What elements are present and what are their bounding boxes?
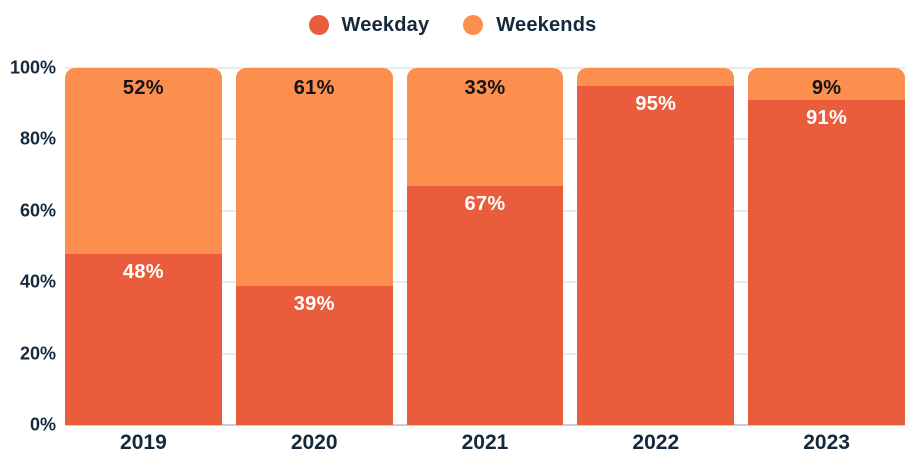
legend-item-weekday[interactable]: Weekday <box>308 13 430 37</box>
legend-item-weekends[interactable]: Weekends <box>463 14 596 37</box>
segment-value-label: 52% <box>122 77 164 99</box>
gridline-0 <box>65 424 905 426</box>
segment-weekday-2019[interactable]: 48% <box>65 253 222 425</box>
segment-value-label: 33% <box>464 77 506 99</box>
bar-2022[interactable]: 95% <box>577 68 735 425</box>
bar-2021[interactable]: 33% 67% <box>406 68 564 425</box>
segment-value-label: 67% <box>464 192 506 215</box>
segment-weekends-2019[interactable]: 52% <box>65 68 222 254</box>
segment-weekends-2023[interactable]: 9% <box>748 68 905 101</box>
x-axis-label-2023: 2023 <box>803 431 850 454</box>
legend: Weekday Weekends <box>0 10 905 40</box>
y-axis-tick-label: 60% <box>19 200 56 221</box>
segment-weekends-2021[interactable]: 33% <box>406 68 564 186</box>
segment-value-label: 95% <box>635 92 677 115</box>
plot-area: 52% 48% 61% 39% 33% 67% 95% 9% 91% <box>65 67 905 426</box>
y-axis-tick-label: 100% <box>9 57 56 78</box>
x-axis-label-2019: 2019 <box>120 431 167 454</box>
x-axis-label-2021: 2021 <box>461 431 509 454</box>
bar-2020[interactable]: 61% 39% <box>235 68 393 425</box>
bar-2023[interactable]: 9% 91% <box>748 68 905 425</box>
segment-weekday-2023[interactable]: 91% <box>748 100 905 425</box>
y-axis-tick-label: 20% <box>19 343 56 364</box>
x-axis-label-2020: 2020 <box>290 431 338 454</box>
segment-value-label: 91% <box>806 107 848 130</box>
legend-dot-weekends-icon <box>463 15 484 35</box>
y-axis-tick-label: 0% <box>29 414 56 435</box>
legend-dot-weekday-icon <box>308 15 329 35</box>
bars: 52% 48% 61% 39% 33% 67% 95% 9% 91% <box>65 68 905 425</box>
segment-value-label: 9% <box>811 77 842 99</box>
segment-value-label: 39% <box>293 292 335 315</box>
y-axis-tick-label: 80% <box>19 128 56 149</box>
segment-weekday-2022[interactable]: 95% <box>577 85 735 425</box>
segment-weekday-2020[interactable]: 39% <box>235 285 393 425</box>
segment-value-label: 48% <box>122 260 164 283</box>
y-axis: 0% 20% 40% 60% 80% 100% <box>0 58 56 435</box>
legend-label-weekday: Weekday <box>341 13 430 36</box>
y-axis-tick-label: 40% <box>19 271 56 292</box>
segment-weekends-2022[interactable] <box>577 68 735 86</box>
segment-weekday-2021[interactable]: 67% <box>406 185 564 425</box>
legend-label-weekends: Weekends <box>496 13 597 36</box>
segment-weekends-2020[interactable]: 61% <box>235 68 393 286</box>
x-axis-label-2022: 2022 <box>632 431 680 454</box>
segment-value-label: 61% <box>293 77 335 99</box>
x-axis: 2019 2020 2021 2022 2023 <box>65 431 905 455</box>
bar-2019[interactable]: 52% 48% <box>65 68 222 425</box>
